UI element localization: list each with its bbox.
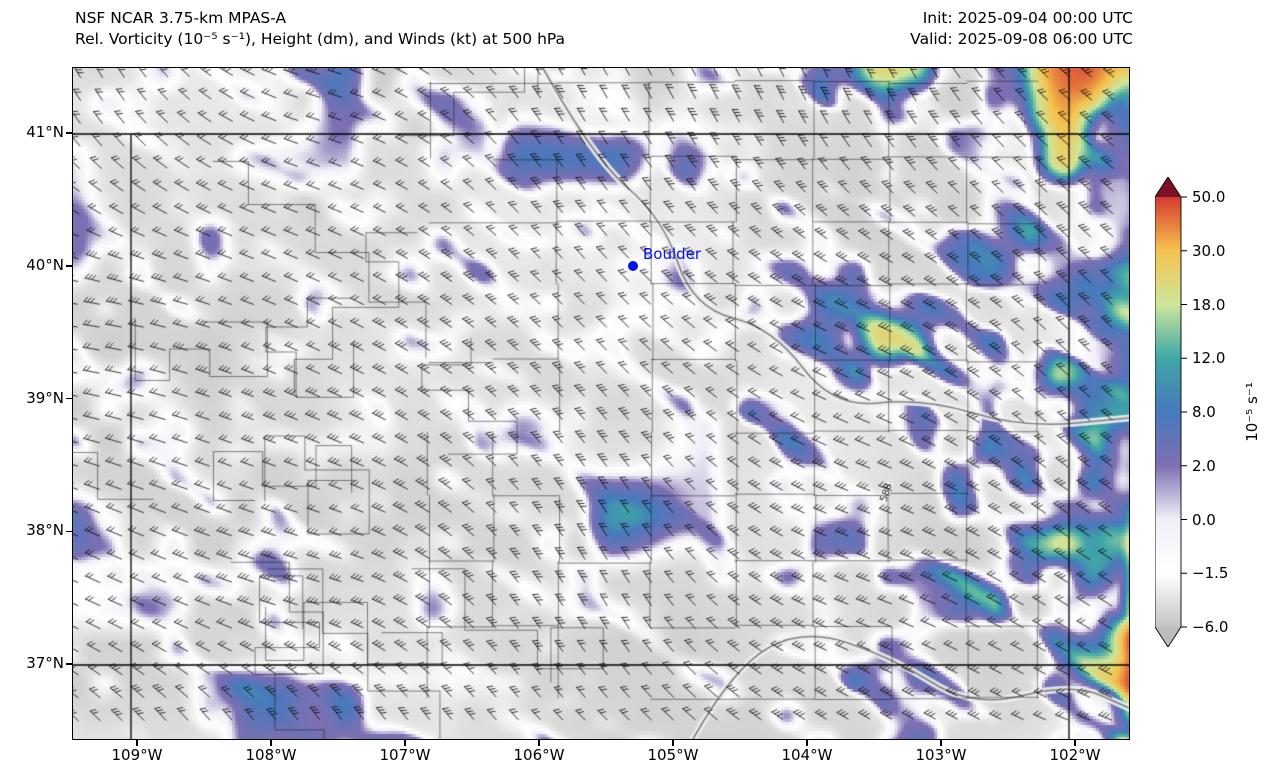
run-times: Init: 2025-09-04 00:00 UTC Valid: 2025-0… [833, 8, 1133, 50]
lat-tick-mark [66, 663, 72, 665]
colorbar-tick-label: 30.0 [1192, 241, 1226, 260]
lon-tick-label: 105°W [647, 746, 699, 764]
lat-tick-mark [66, 397, 72, 400]
lon-tick-mark [538, 740, 540, 746]
field-title: Rel. Vorticity (10⁻⁵ s⁻¹), Height (dm), … [75, 30, 566, 48]
lat-tick-label: 39°N [26, 388, 64, 407]
lon-tick-label: 102°W [1049, 746, 1101, 764]
boulder-marker-label: Boulder [643, 245, 702, 263]
lon-tick-mark [940, 740, 942, 746]
lon-tick-mark [404, 740, 406, 746]
lat-tick-label: 41°N [26, 123, 64, 141]
colorbar-gradient-shape [1155, 177, 1182, 647]
vorticity-field-canvas [73, 68, 1129, 739]
model-title: NSF NCAR 3.75-km MPAS-A [75, 9, 287, 27]
colorbar-tick-label: −6.0 [1192, 618, 1229, 636]
lon-tick-label: 109°W [111, 746, 163, 764]
boulder-marker-dot [628, 261, 638, 271]
lat-tick-label: 40°N [26, 255, 64, 274]
lon-tick-label: 103°W [915, 746, 967, 764]
colorbar-tick-label: 12.0 [1192, 349, 1226, 368]
colorbar-tick-label: 18.0 [1192, 295, 1226, 314]
lon-tick-label: 104°W [781, 746, 833, 764]
lon-tick-mark [136, 740, 138, 746]
lon-tick-label: 106°W [513, 746, 565, 764]
lat-tick-mark [66, 530, 72, 532]
lon-tick-mark [270, 740, 272, 746]
lat-tick-label: 37°N [26, 654, 64, 672]
colorbar-unit-label: 10⁻⁵ s⁻¹ [1243, 382, 1261, 442]
lon-tick-label: 107°W [379, 746, 431, 764]
valid-time: Valid: 2025-09-08 06:00 UTC [910, 30, 1133, 48]
colorbar-tick-label: 0.0 [1192, 510, 1216, 529]
colorbar-tick-label: 2.0 [1192, 456, 1216, 475]
lon-tick-mark [806, 740, 808, 746]
lon-tick-mark [1074, 740, 1076, 746]
colorbar-tick-label: 50.0 [1192, 188, 1226, 206]
lat-tick-mark [66, 265, 72, 267]
colorbar [1155, 177, 1187, 647]
lon-tick-mark [672, 740, 674, 746]
colorbar-tick-label: −1.5 [1192, 564, 1229, 583]
map-plot-area [72, 67, 1130, 740]
lat-tick-label: 38°N [26, 521, 64, 540]
lon-tick-label: 108°W [245, 746, 297, 764]
lat-tick-mark [66, 132, 72, 134]
colorbar-tick-label: 8.0 [1192, 403, 1216, 421]
init-time: Init: 2025-09-04 00:00 UTC [922, 9, 1133, 27]
figure-titles: NSF NCAR 3.75-km MPAS-A Rel. Vorticity (… [75, 8, 565, 50]
